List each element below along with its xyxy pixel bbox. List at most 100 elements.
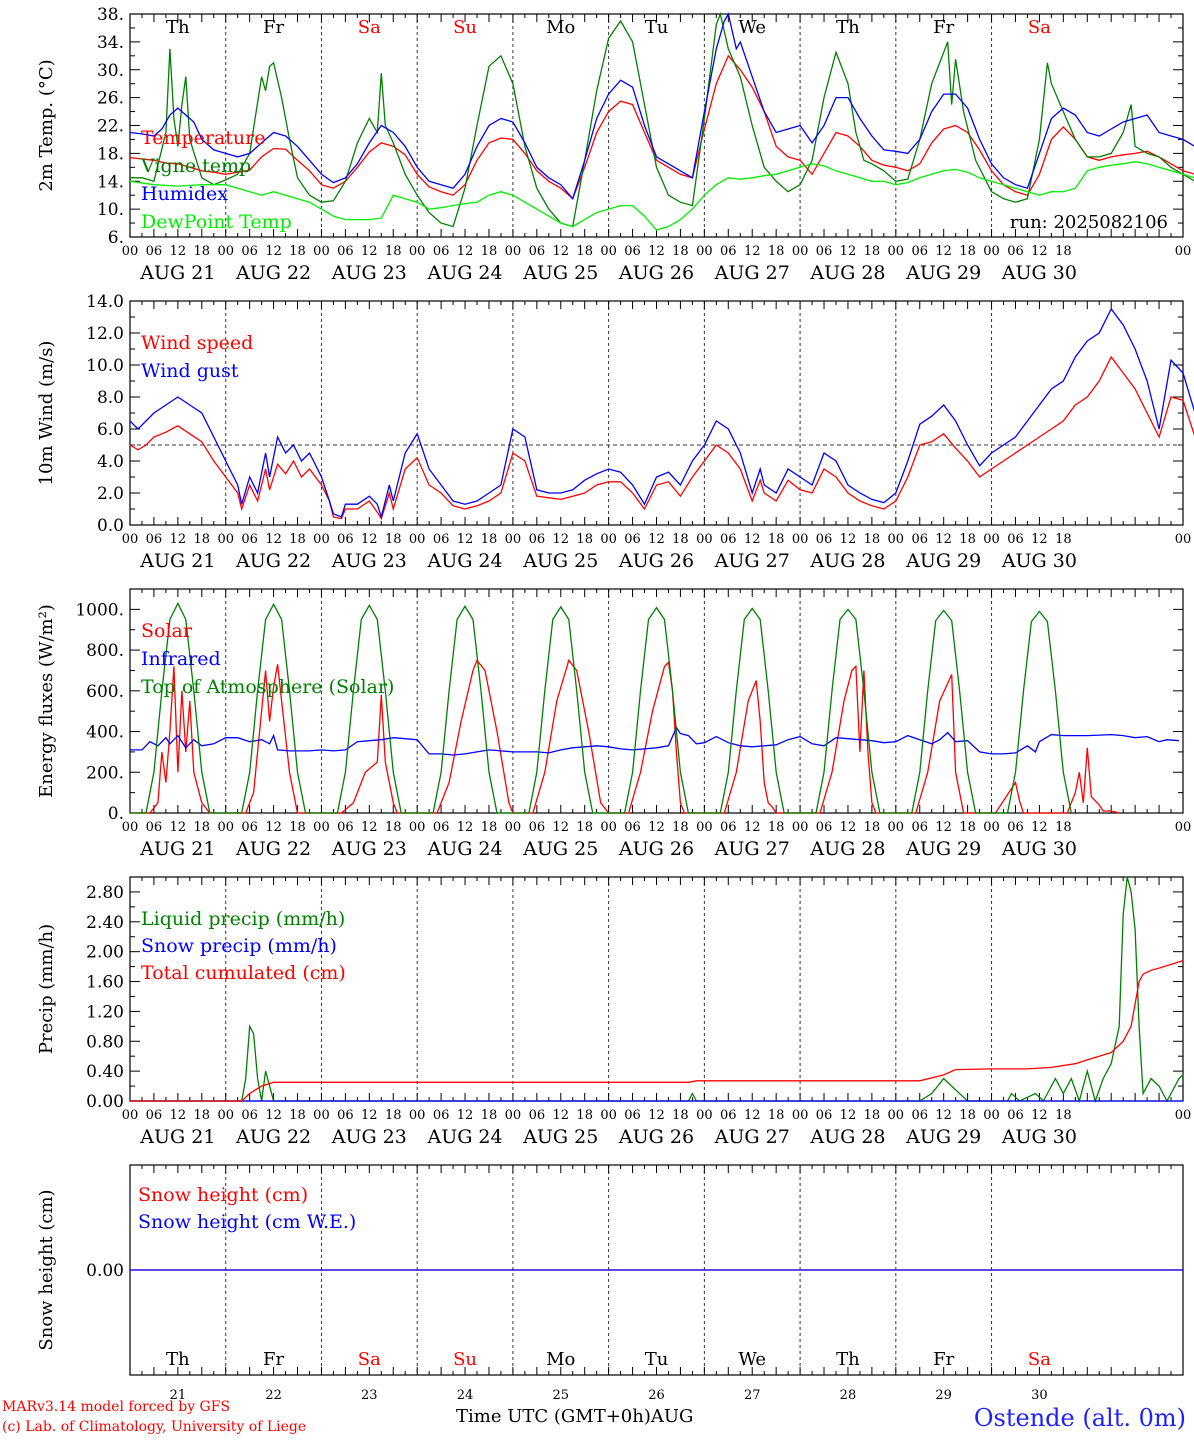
y-tick-label: 600.: [86, 682, 124, 702]
hour-label: 06: [816, 820, 833, 835]
panel-2: 14.0 12.0 10.0 8.0 6.0 4.0 2.0 0.0 10m Wind (m/s…: [36, 292, 1194, 572]
date-label: AUG 23: [331, 550, 407, 572]
hour-label: 06: [241, 532, 258, 547]
hour-label: 12: [935, 532, 952, 547]
date-label: AUG 22: [235, 550, 311, 572]
hour-label: 06: [911, 244, 928, 259]
hour-label: 00: [217, 1108, 234, 1123]
hour-label: 18: [1055, 532, 1072, 547]
hour-label: 00: [409, 244, 426, 259]
hour-label: 18: [194, 1108, 211, 1123]
panel-4: 2.80 2.40 2.00 1.60 1.20 0.80 0.40 0.00 Precip (…: [36, 876, 1191, 1148]
hour-label: 06: [911, 1108, 928, 1123]
y-axis-title: 10m Wind (m/s): [36, 341, 57, 486]
hour-label: 06: [1007, 820, 1024, 835]
hour-label: 00: [792, 532, 809, 547]
hour-label: 00: [505, 820, 522, 835]
hour-label: 00: [600, 532, 617, 547]
hour-label: 12: [170, 820, 187, 835]
hour-label: 00: [505, 532, 522, 547]
date-label: AUG 27: [714, 838, 790, 860]
hour-label: 18: [1055, 244, 1072, 259]
date-label: AUG 29: [905, 838, 981, 860]
hour-label: 18: [768, 532, 785, 547]
y-axis-title: Snow height (cm): [36, 1189, 57, 1350]
hour-label: 06: [624, 1108, 641, 1123]
hour-label: 18: [289, 820, 306, 835]
hour-label: 18: [1055, 820, 1072, 835]
y-tick-label: 2.80: [86, 883, 124, 903]
legend-entry: Snow precip (mm/h): [141, 935, 337, 957]
series-line: [130, 726, 1180, 756]
y-tick-label: 0.80: [86, 1032, 124, 1052]
y-tick-label: 1000.: [75, 600, 124, 620]
hour-label: 00: [792, 1108, 809, 1123]
series-line: [129, 161, 1194, 231]
hour-label: 18: [576, 1108, 593, 1123]
hour-label: 00: [409, 820, 426, 835]
hour-label: 06: [624, 820, 641, 835]
day-number-label: 22: [265, 1388, 282, 1403]
y-tick-label: 34.: [97, 33, 124, 53]
hour-label: 18: [768, 1108, 785, 1123]
hour-label: 00: [313, 820, 330, 835]
hour-label: 12: [1031, 1108, 1048, 1123]
date-label: AUG 28: [809, 262, 885, 284]
panel-5: 0.00 Snow height (cm) Snow height (cm) Snow…: [36, 1164, 1184, 1403]
lab-credit: (c) Lab. of Climatology, University of L…: [2, 1419, 307, 1435]
hour-label: 06: [816, 244, 833, 259]
series-line: [129, 54, 1194, 200]
station-name: Ostende (alt. 0m): [973, 1404, 1186, 1432]
legend-entry: Snow height (cm W.E.): [138, 1211, 356, 1233]
hour-label: 06: [529, 244, 546, 259]
weekday-label: Sa: [358, 17, 381, 38]
hour-label: 18: [959, 532, 976, 547]
y-tick-label: 800.: [86, 641, 124, 661]
hour-label: 00: [313, 1108, 330, 1123]
legend-entry: Wind speed: [141, 332, 253, 354]
hour-label: 18: [576, 532, 593, 547]
hour-label: 12: [935, 820, 952, 835]
hour-label: 00: [122, 244, 139, 259]
date-label: AUG 23: [331, 262, 407, 284]
hour-label: 12: [170, 532, 187, 547]
hour-label: 06: [911, 532, 928, 547]
hour-label: 00: [217, 532, 234, 547]
date-label: AUG 28: [809, 838, 885, 860]
hour-label: 18: [194, 820, 211, 835]
date-label: AUG 26: [618, 838, 694, 860]
date-label: AUG 26: [618, 1126, 694, 1148]
hour-label: 06: [624, 244, 641, 259]
hour-label: 18: [959, 244, 976, 259]
hour-label: 12: [840, 532, 857, 547]
date-label: AUG 21: [139, 1126, 215, 1148]
hour-label: 12: [265, 532, 282, 547]
hour-label: 00: [600, 820, 617, 835]
weekday-label: We: [738, 17, 766, 38]
date-label: AUG 25: [522, 1126, 598, 1148]
date-label: AUG 29: [905, 1126, 981, 1148]
hour-label: 18: [672, 1108, 689, 1123]
legend-entry: Vigne temp: [140, 155, 251, 177]
hour-label: 06: [911, 820, 928, 835]
time-axis-title: Time UTC (GMT+0h)AUG: [456, 1406, 693, 1427]
day-number-label: 29: [935, 1388, 952, 1403]
date-label: AUG 28: [809, 550, 885, 572]
hour-label: 18: [194, 244, 211, 259]
date-label: AUG 28: [809, 1126, 885, 1148]
weekday-label: Fr: [263, 17, 284, 38]
hour-label: 06: [433, 244, 450, 259]
weekday-label: Fr: [263, 1349, 284, 1370]
series-line: [130, 658, 1120, 814]
hour-label: 18: [481, 532, 498, 547]
hour-label: 18: [289, 532, 306, 547]
day-number-label: 25: [552, 1388, 569, 1403]
hour-label: 12: [744, 532, 761, 547]
legend-entry: Temperature: [141, 127, 265, 149]
y-axis-title: Precip (mm/h): [36, 924, 57, 1054]
hour-label: 00: [313, 244, 330, 259]
date-label: AUG 26: [618, 262, 694, 284]
hour-label: 12: [840, 244, 857, 259]
y-tick-label: 14.: [97, 172, 124, 192]
hour-label: 00: [409, 1108, 426, 1123]
